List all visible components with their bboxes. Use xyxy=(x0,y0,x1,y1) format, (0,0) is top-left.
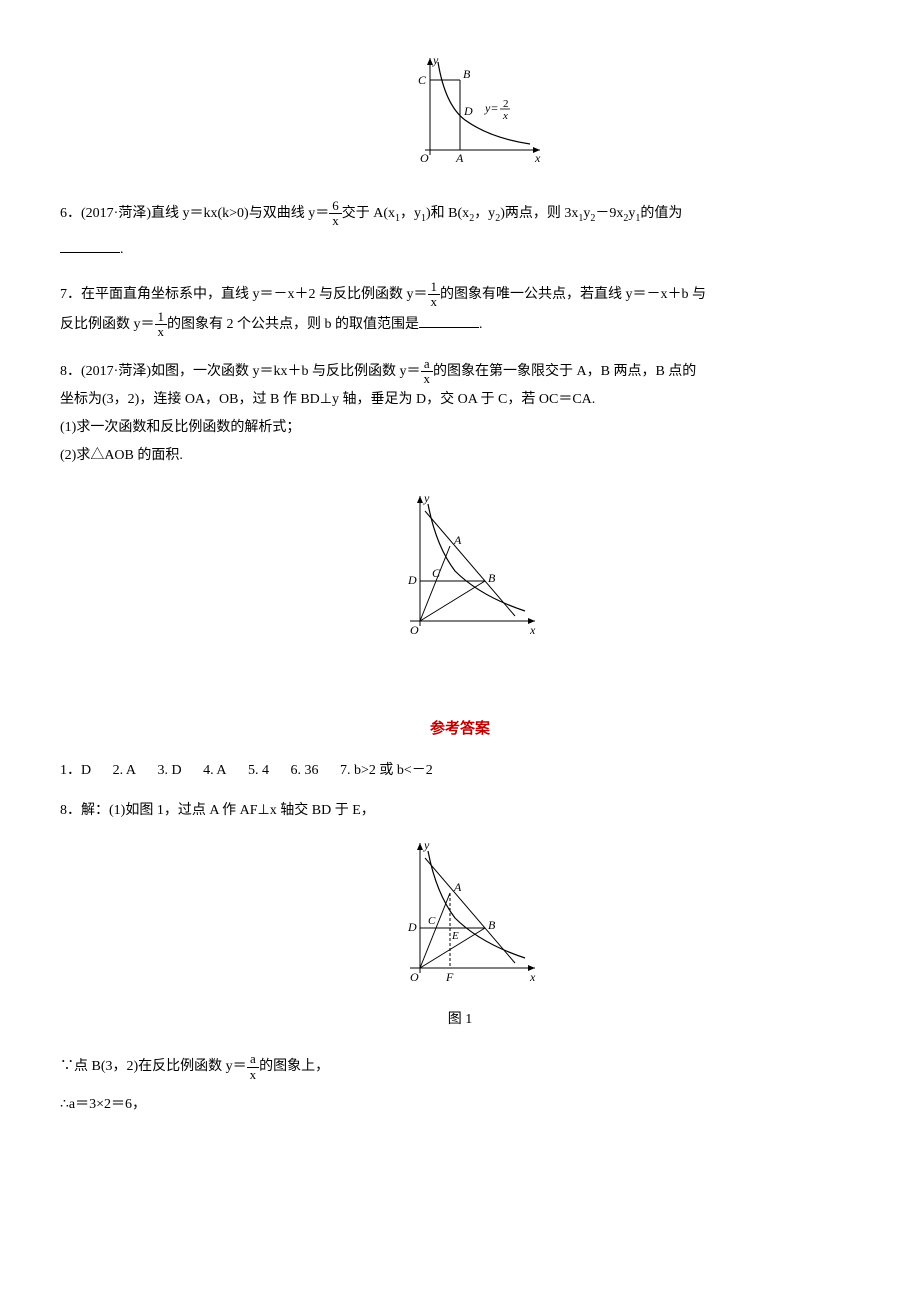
label-B: B xyxy=(463,67,471,81)
label-curve-y: y= xyxy=(484,101,498,115)
f2-C: C xyxy=(432,566,441,580)
p7-t2: 的图象有唯一公共点，若直线 y＝－x＋b 与 xyxy=(440,287,706,302)
p6-t1: 直线 y＝kx(k>0)与双曲线 y＝ xyxy=(151,206,329,221)
problem-6-text: 6．(2017·菏泽)直线 y＝kx(k>0)与双曲线 y＝6x交于 A(x1，… xyxy=(60,206,682,221)
ans-5: 5. 4 xyxy=(248,763,269,778)
ans-4: 4. A xyxy=(203,763,226,778)
f3-F: F xyxy=(445,970,454,984)
p6-t5: ，y xyxy=(474,206,495,221)
p6-number: 6． xyxy=(60,206,81,221)
figure-3-caption: 图 1 xyxy=(60,1007,860,1032)
p8-line2: 坐标为(3，2)，连接 OA，OB，过 B 作 BD⊥y 轴，垂足为 D，交 O… xyxy=(60,387,860,412)
p6-blank xyxy=(60,239,120,253)
f3-C: C xyxy=(428,915,436,927)
p8-sub2: (2)求△AOB 的面积. xyxy=(60,443,860,468)
p8-t1: 如图，一次函数 y＝kx＋b 与反比例函数 y＝ xyxy=(151,364,421,379)
p7-line1: 7．在平面直角坐标系中，直线 y＝－x＋2 与反比例函数 y＝1x的图象有唯一公… xyxy=(60,280,860,310)
ans-7: 7. b>2 或 b<－2 xyxy=(340,763,433,778)
label-curve-num: 2 xyxy=(503,98,509,110)
p8-number: 8． xyxy=(60,364,81,379)
f3-O: O xyxy=(410,970,419,984)
p7-t5: . xyxy=(479,317,483,332)
s8-frac: ax xyxy=(247,1052,260,1082)
label-curve-den: x xyxy=(502,110,508,122)
problem-8: 8．(2017·菏泽)如图，一次函数 y＝kx＋b 与反比例函数 y＝ax的图象… xyxy=(60,357,860,468)
ans-1: 1．D xyxy=(60,763,91,778)
label-O: O xyxy=(420,151,429,165)
figure-1: y C B D O A x y= 2 x xyxy=(60,50,860,179)
figure-3: y A B C E D O F x 图 1 xyxy=(60,833,860,1032)
figure-2: y A B C D O x xyxy=(60,486,860,655)
ans-3: 3. D xyxy=(157,763,181,778)
p6-blank-row: . xyxy=(60,237,860,262)
f3-E: E xyxy=(451,930,459,942)
s8-l1-pre: ∵点 B(3，2)在反比例函数 y＝ xyxy=(60,1059,247,1074)
f2-D: D xyxy=(407,573,417,587)
label-D: D xyxy=(463,104,473,118)
label-x: x xyxy=(534,151,541,165)
p7-line2: 反比例函数 y＝1x的图象有 2 个公共点，则 b 的取值范围是. xyxy=(60,310,860,340)
p6-frac: 6x xyxy=(329,199,342,229)
f2-A: A xyxy=(453,533,462,547)
p8-t2: 的图象在第一象限交于 A，B 两点，B 点的 xyxy=(433,364,696,379)
p7-number: 7． xyxy=(60,287,81,302)
p6-source: (2017·菏泽) xyxy=(81,206,151,221)
solution-8-line1: ∵点 B(3，2)在反比例函数 y＝ax的图象上， xyxy=(60,1052,860,1082)
p7-t4: 的图象有 2 个公共点，则 b 的取值范围是 xyxy=(167,317,419,332)
f3-x: x xyxy=(529,970,536,984)
f2-B: B xyxy=(488,571,496,585)
f3-y: y xyxy=(423,838,430,852)
p6-t8: －9x xyxy=(595,206,623,221)
label-A: A xyxy=(455,151,464,165)
p6-t3: ，y xyxy=(400,206,421,221)
p6-t11: . xyxy=(120,242,124,257)
p6-t2: 交于 A(x xyxy=(342,206,395,221)
p6-t10: 的值为 xyxy=(640,206,682,221)
answer-title: 参考答案 xyxy=(60,716,860,743)
label-y: y xyxy=(432,53,439,67)
problem-7: 7．在平面直角坐标系中，直线 y＝－x＋2 与反比例函数 y＝1x的图象有唯一公… xyxy=(60,280,860,339)
p7-f2n: 1 xyxy=(155,310,168,325)
p6-t4: )和 B(x xyxy=(426,206,469,221)
solution-8-line2: ∴a＝3×2＝6， xyxy=(60,1092,860,1117)
s8-fd: x xyxy=(247,1068,260,1082)
s8-l1-post: 的图象上， xyxy=(259,1059,329,1074)
figure-3-svg: y A B C E D O F x xyxy=(370,833,550,993)
f3-B: B xyxy=(488,918,496,932)
p7-blank xyxy=(419,314,479,328)
s8-fn: a xyxy=(247,1052,260,1067)
p8-frac: ax xyxy=(421,357,434,387)
problem-6: 6．(2017·菏泽)直线 y＝kx(k>0)与双曲线 y＝6x交于 A(x1，… xyxy=(60,199,860,262)
p8-sub1: (1)求一次函数和反比例函数的解析式； xyxy=(60,415,860,440)
ans-6: 6. 36 xyxy=(290,763,318,778)
f3-D: D xyxy=(407,920,417,934)
p8-fn: a xyxy=(421,357,434,372)
p8-line1: 8．(2017·菏泽)如图，一次函数 y＝kx＋b 与反比例函数 y＝ax的图象… xyxy=(60,357,860,387)
p7-t1: 在平面直角坐标系中，直线 y＝－x＋2 与反比例函数 y＝ xyxy=(81,287,428,302)
p7-t3: 反比例函数 y＝ xyxy=(60,317,155,332)
p8-source: (2017·菏泽) xyxy=(81,364,151,379)
p6-frac-den: x xyxy=(329,214,342,228)
ans-2: 2. A xyxy=(113,763,136,778)
f2-y: y xyxy=(423,491,430,505)
p6-frac-num: 6 xyxy=(329,199,342,214)
p7-frac2: 1x xyxy=(155,310,168,340)
p7-f2d: x xyxy=(155,325,168,339)
answers-line: 1．D 2. A 3. D 4. A 5. 4 6. 36 7. b>2 或 b… xyxy=(60,758,860,783)
p7-f1n: 1 xyxy=(428,280,441,295)
f2-x: x xyxy=(529,623,536,637)
p7-frac1: 1x xyxy=(428,280,441,310)
p7-f1d: x xyxy=(428,295,441,309)
p8-fd: x xyxy=(421,372,434,386)
figure-1-svg: y C B D O A x y= 2 x xyxy=(370,50,550,170)
f2-O: O xyxy=(410,623,419,637)
figure-2-svg: y A B C D O x xyxy=(370,486,550,646)
solution-8-header: 8．解：(1)如图 1，过点 A 作 AF⊥x 轴交 BD 于 E， xyxy=(60,798,860,823)
p6-t6: )两点，则 3x xyxy=(500,206,578,221)
f3-A: A xyxy=(453,880,462,894)
label-C: C xyxy=(418,73,427,87)
